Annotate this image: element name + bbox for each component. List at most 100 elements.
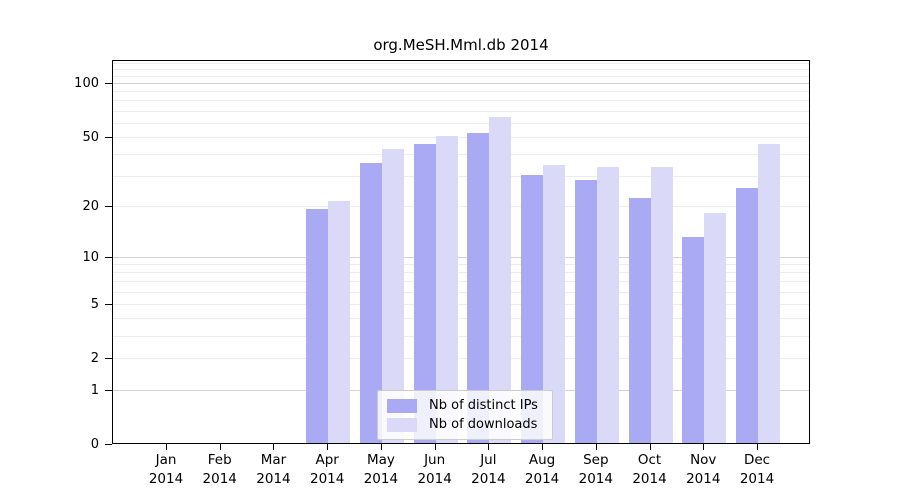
x-tick [434,444,436,450]
bar-jun-downloads [435,135,458,443]
x-tick [649,444,651,450]
bar-jul-distinct-ips [467,132,490,443]
bar-nov-downloads [704,212,727,443]
y-tick [105,303,112,305]
x-tick-label: Apr 2014 [295,451,359,489]
x-tick-label: Dec 2014 [725,451,789,489]
legend-label: Nb of distinct IPs [429,398,538,413]
x-tick-label-line: Apr [315,452,339,468]
gridline-minor [113,69,809,71]
y-tick-label: 10 [82,249,99,265]
x-tick-label-line: 2014 [632,471,667,487]
y-tick [105,444,112,445]
bar-oct-downloads [650,167,673,443]
x-tick-label-line: May [366,452,395,468]
legend: Nb of distinct IPs Nb of downloads [377,390,553,440]
bar-dec-distinct-ips [736,188,758,443]
gridline-minor [113,335,809,337]
gridline-minor [113,153,809,155]
x-tick-label-line: Dec [743,452,771,468]
gridline-minor [113,303,809,305]
x-tick-label: Aug 2014 [510,451,574,489]
x-tick-label-line: Mar [260,452,287,468]
x-tick-label-line: Jan [155,452,177,468]
y-tick [105,256,112,258]
x-tick-label: Nov 2014 [671,451,735,489]
chart-title: org.MeSH.Mml.db 2014 [373,36,549,54]
x-tick-label-line: 2014 [686,471,721,487]
gridline-minor [113,264,809,265]
gridline-major [113,83,809,85]
x-tick-label-line: Nov [690,452,717,468]
x-tick-label-line: 2014 [524,471,560,487]
x-tick-label-line: 2014 [148,471,184,487]
bar-jun-distinct-ips [413,143,436,443]
x-tick [757,444,758,450]
x-tick-label: Jan 2014 [134,451,198,489]
y-tick-label: 100 [74,76,99,92]
gridline-minor [113,281,809,283]
legend-swatch-downloads [387,417,417,432]
bar-nov-distinct-ips [682,236,705,443]
x-tick-label-line: 2014 [739,471,775,487]
bar-aug-downloads [543,165,566,443]
x-tick-label-line: Feb [207,452,232,468]
x-tick-label-line: 2014 [256,471,291,487]
x-tick-label-line: 2014 [417,471,452,487]
x-tick-label: May 2014 [349,451,413,489]
x-tick [380,444,382,450]
x-tick-label-line: Jul [480,452,497,468]
bar-jul-downloads [489,116,512,443]
legend-item-distinct-ips: Nb of distinct IPs [387,396,543,415]
x-tick-label-line: Sep [583,452,609,468]
bar-sep-distinct-ips [574,179,597,443]
legend-item-downloads: Nb of downloads [387,415,543,434]
x-tick [273,444,275,450]
gridline-minor [113,358,809,360]
x-tick-label: Sep 2014 [564,451,628,489]
plot-area [112,60,810,444]
x-tick-label-line: 2014 [309,471,345,487]
y-tick-label: 0 [90,437,99,452]
x-tick-label-line: Aug [528,452,556,468]
gridline-minor [113,206,809,207]
x-tick [542,444,544,450]
gridline-major [113,256,809,258]
x-tick [595,444,597,450]
x-tick-label-line: 2014 [363,471,399,487]
y-tick [105,389,112,391]
x-tick-label: Jun 2014 [403,451,467,489]
bar-dec-downloads [758,143,780,443]
bar-apr-downloads [328,201,351,443]
y-tick-label: 2 [90,351,99,367]
gridline-minor [113,91,809,93]
y-tick-label: 20 [82,199,99,214]
x-tick [327,444,329,450]
gridline-minor [113,136,809,138]
gridline-minor [113,291,809,293]
x-tick-label: Mar 2014 [241,451,305,489]
gridline-minor [113,100,809,102]
x-tick-label-line: Jun [424,452,446,468]
gridline-minor [113,110,809,112]
x-tick-label-line: Oct [637,452,662,468]
x-tick [488,444,490,450]
y-tick [105,206,112,207]
y-tick-label: 1 [90,382,99,398]
gridline-minor [113,318,809,320]
bar-sep-downloads [596,167,619,443]
gridline-minor [113,62,809,64]
legend-label: Nb of downloads [429,417,538,432]
x-tick-label: Jul 2014 [456,451,520,489]
x-tick [219,444,221,450]
gridline-minor [113,75,809,77]
bar-aug-distinct-ips [521,174,544,443]
gridline-minor [113,272,809,274]
bar-may-distinct-ips [359,162,382,443]
x-tick-label-line: 2014 [578,471,613,487]
x-tick-label-line: 2014 [471,471,506,487]
y-tick [105,136,112,138]
y-tick [105,83,112,85]
y-tick-label: 50 [82,129,99,145]
